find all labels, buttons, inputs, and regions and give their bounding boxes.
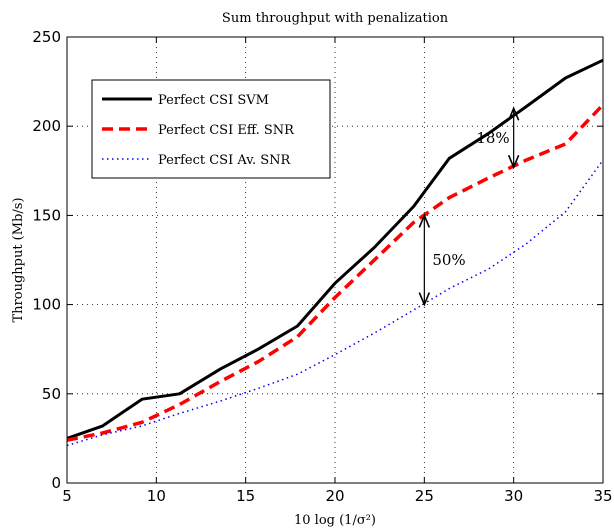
y-tick-label: 200 (32, 117, 61, 135)
x-tick-label: 30 (504, 487, 523, 505)
series-line-2 (66, 159, 604, 447)
x-tick-label: 10 (147, 487, 166, 505)
x-tick-label: 20 (325, 487, 344, 505)
legend-label-svm: Perfect CSI SVM (158, 93, 269, 108)
y-tick-label: 50 (42, 385, 61, 403)
y-tick-label: 150 (32, 206, 61, 224)
y-tick-label: 250 (32, 28, 61, 46)
chart-title: Sum throughput with penalization (222, 11, 449, 26)
annotation-arrowhead-down (507, 154, 520, 170)
x-axis-label: 10 log (1/σ²) (294, 513, 376, 528)
x-tick-label: 25 (415, 487, 434, 505)
annotation-arrowhead-up (418, 213, 431, 228)
x-tick-label: 35 (593, 487, 612, 505)
legend-box (91, 79, 331, 179)
annotation-arrowhead-up (507, 106, 520, 121)
annotation-label: 18% (476, 129, 509, 147)
y-tick-label: 100 (32, 296, 61, 314)
axis-ticks: 5 10 15 20 25 30 35 0 50 100 150 200 250 (32, 28, 612, 505)
x-tick-label: 5 (62, 487, 72, 505)
legend: Perfect CSI SVM Perfect CSI Eff. SNR Per… (91, 79, 331, 179)
legend-label-eff-snr: Perfect CSI Eff. SNR (158, 123, 295, 138)
annotation-arrowhead-down (418, 292, 431, 307)
x-tick-label: 15 (236, 487, 255, 505)
annotation-label: 50% (432, 251, 465, 269)
legend-label-av-snr: Perfect CSI Av. SNR (158, 153, 292, 168)
y-tick-label: 0 (51, 474, 61, 492)
annotations: 18% 50% (418, 106, 520, 307)
y-axis-label: Throughput (Mb/s) (11, 197, 26, 322)
